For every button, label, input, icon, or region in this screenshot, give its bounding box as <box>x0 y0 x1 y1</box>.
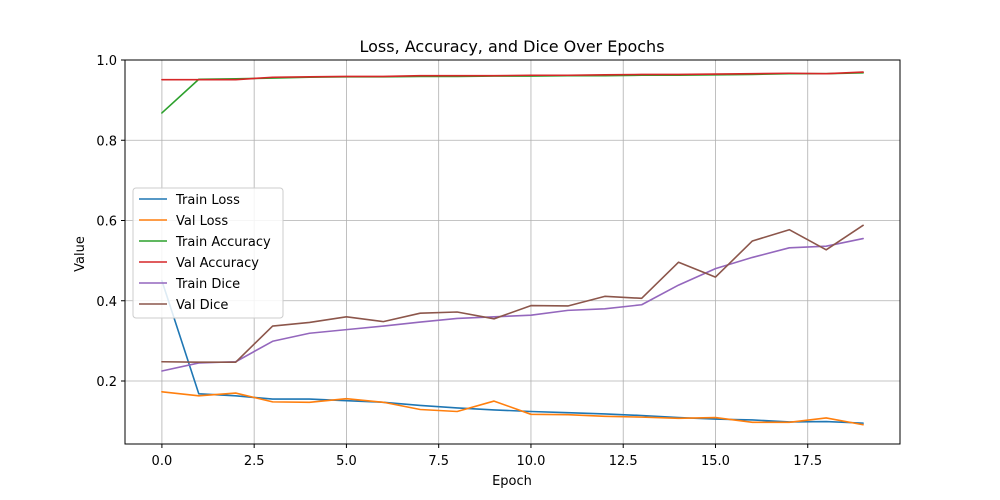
x-tick-label: 10.0 <box>516 454 545 469</box>
x-tick-label: 5.0 <box>336 454 357 469</box>
series-line-train-accuracy <box>161 72 864 114</box>
y-tick-label: 1.0 <box>96 54 117 69</box>
series-line-val-dice <box>161 224 864 363</box>
series-line-val-accuracy <box>161 71 864 81</box>
x-tick-label: 17.5 <box>793 454 822 469</box>
legend-label-val-dice: Val Dice <box>176 298 228 313</box>
legend: Train Loss Val Loss Train Accuracy Val Accu… <box>132 187 284 319</box>
chart-title: Loss, Accuracy, and Dice Over Epochs <box>359 37 664 56</box>
plot-frame <box>124 59 901 445</box>
legend-label-train-loss: Train Loss <box>175 193 240 208</box>
x-tick-label: 2.5 <box>244 454 265 469</box>
y-tick-label: 0.6 <box>96 215 117 230</box>
legend-label-train-dice: Train Dice <box>175 277 240 292</box>
legend-box <box>132 187 284 319</box>
x-tick-label: 12.5 <box>609 454 638 469</box>
x-tick-label: 7.5 <box>428 454 449 469</box>
x-tick-label: 15.0 <box>701 454 730 469</box>
legend-label-val-accuracy: Val Accuracy <box>176 256 259 271</box>
y-tick-label: 0.8 <box>96 134 117 149</box>
legend-label-train-accuracy: Train Accuracy <box>175 235 271 250</box>
x-axis-ticks: 0.0 2.5 5.0 7.5 10.0 12.5 15.0 17.5 <box>152 444 822 469</box>
series-line-train-dice <box>161 237 864 372</box>
legend-label-val-loss: Val Loss <box>176 214 228 229</box>
x-tick-label: 0.0 <box>152 454 173 469</box>
series-lines <box>161 71 864 426</box>
series-line-train-loss <box>161 279 864 424</box>
y-tick-label: 0.4 <box>96 295 117 310</box>
series-line-val-loss <box>161 391 864 426</box>
y-axis-ticks: 0.2 0.4 0.6 0.8 1.0 <box>96 54 125 390</box>
y-axis-label: Value <box>73 236 88 272</box>
x-axis-label: Epoch <box>492 474 532 489</box>
y-tick-label: 0.2 <box>96 375 117 390</box>
